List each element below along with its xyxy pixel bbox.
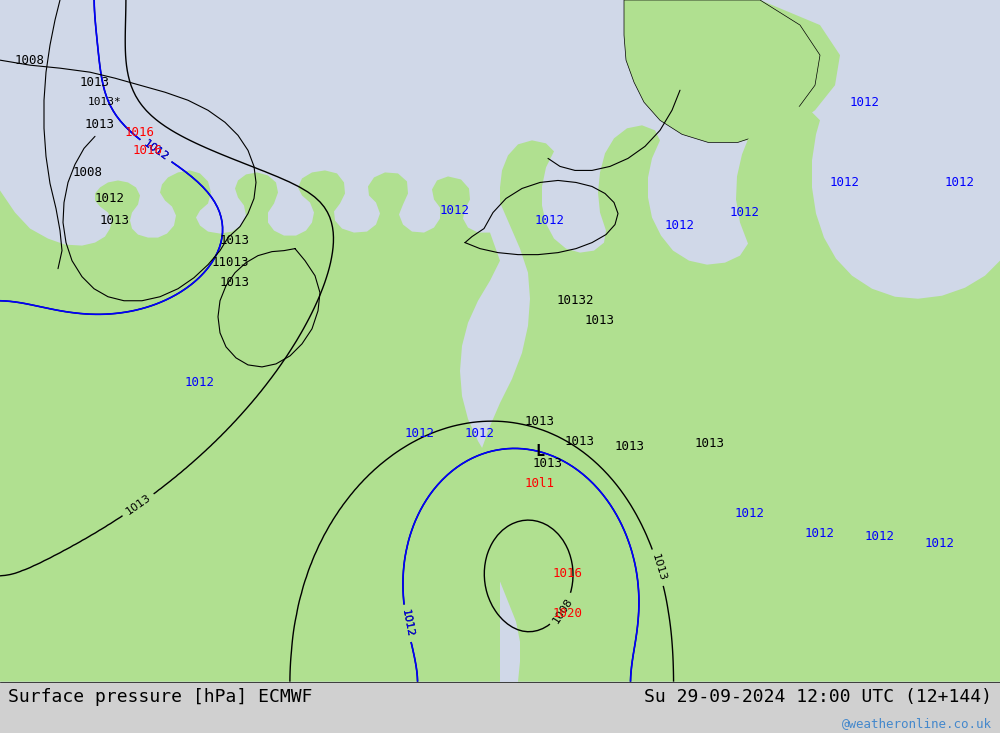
Text: 1008: 1008 (15, 54, 45, 67)
Text: 1012: 1012 (830, 176, 860, 189)
Text: 1013: 1013 (649, 553, 667, 583)
Polygon shape (478, 106, 1000, 682)
Text: 1013: 1013 (85, 118, 115, 130)
Text: 10132: 10132 (556, 294, 594, 307)
Text: 1013: 1013 (695, 437, 725, 449)
Text: L: L (535, 443, 545, 459)
Text: 1012: 1012 (945, 176, 975, 189)
Text: Surface pressure [hPa] ECMWF: Surface pressure [hPa] ECMWF (8, 688, 312, 707)
Text: 1012: 1012 (465, 427, 495, 440)
Text: 1012: 1012 (95, 192, 125, 205)
Text: 1013: 1013 (100, 214, 130, 227)
Text: 1012: 1012 (865, 530, 895, 543)
Text: 1013: 1013 (585, 314, 615, 328)
Text: 1008: 1008 (551, 596, 575, 625)
Text: 10l1: 10l1 (525, 476, 555, 490)
Text: 1013: 1013 (220, 234, 250, 247)
Text: 1020: 1020 (553, 607, 583, 620)
Text: 1012: 1012 (141, 139, 170, 163)
Text: 1016: 1016 (553, 567, 583, 580)
Text: 1012: 1012 (730, 206, 760, 219)
Text: 1012: 1012 (400, 608, 415, 638)
Text: 1016: 1016 (133, 144, 163, 157)
Text: 1013: 1013 (80, 75, 110, 89)
Text: 1012: 1012 (925, 537, 955, 550)
Text: 1008: 1008 (73, 166, 103, 179)
Text: 1012: 1012 (735, 507, 765, 520)
Text: 1013*: 1013* (88, 97, 122, 107)
Text: 1012: 1012 (141, 139, 170, 163)
Text: 1016: 1016 (125, 126, 155, 139)
Text: 11013: 11013 (211, 256, 249, 269)
Text: 1013: 1013 (220, 276, 250, 290)
Text: 1013: 1013 (565, 435, 595, 448)
Text: 1012: 1012 (535, 214, 565, 227)
Polygon shape (0, 0, 500, 682)
Text: @weatheronline.co.uk: @weatheronline.co.uk (842, 717, 992, 729)
Text: 1012: 1012 (400, 608, 415, 638)
Text: 1012: 1012 (805, 527, 835, 539)
Text: 1012: 1012 (405, 427, 435, 440)
Text: Su 29-09-2024 12:00 UTC (12+144): Su 29-09-2024 12:00 UTC (12+144) (644, 688, 992, 707)
Text: 1012: 1012 (185, 377, 215, 389)
Text: 1013: 1013 (525, 415, 555, 427)
Text: 1013: 1013 (533, 457, 563, 470)
Polygon shape (490, 0, 840, 142)
Text: 1013: 1013 (124, 493, 153, 517)
Text: 1013: 1013 (615, 440, 645, 452)
Text: 1012: 1012 (440, 204, 470, 217)
Text: 1012: 1012 (850, 96, 880, 108)
Polygon shape (624, 0, 820, 142)
Text: 1012: 1012 (665, 219, 695, 232)
